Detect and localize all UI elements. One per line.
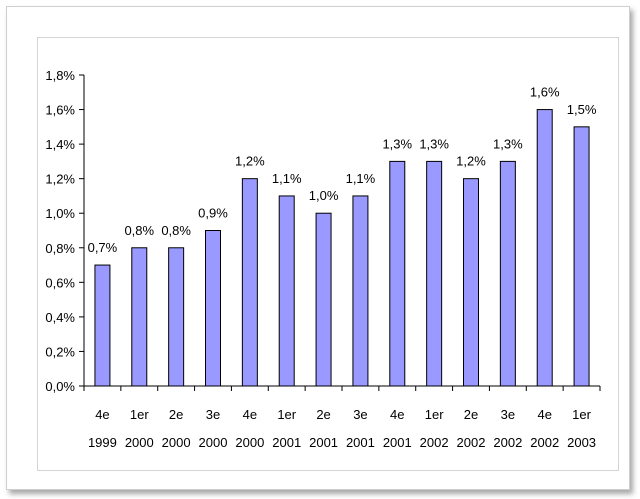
y-tick-label: 0,8% — [45, 241, 75, 256]
bar — [241, 178, 258, 387]
x-category-label-year: 2001 — [346, 435, 375, 450]
x-category-label-quarter: 1er — [277, 407, 296, 422]
bar — [278, 195, 295, 387]
x-category-label-year: 2001 — [309, 435, 338, 450]
chart-frame — [6, 6, 630, 490]
x-category-label-year: 2001 — [272, 435, 301, 450]
bar — [463, 178, 479, 387]
data-label: 0,7% — [88, 240, 118, 255]
bar — [94, 264, 111, 387]
bar — [389, 160, 406, 387]
x-category-label-quarter: 1er — [425, 407, 444, 422]
x-category-label-quarter: 4e — [95, 407, 109, 422]
data-label: 1,1% — [272, 171, 302, 186]
x-category-label-year: 2001 — [383, 435, 412, 450]
bar — [352, 195, 369, 387]
bar — [168, 247, 185, 387]
x-category-label-year: 2000 — [125, 435, 154, 450]
bar — [205, 230, 221, 387]
data-label: 0,8% — [161, 223, 191, 238]
x-category-label-quarter: 3e — [501, 407, 515, 422]
y-tick-label: 0,0% — [45, 379, 75, 394]
bar — [573, 126, 590, 387]
x-category-label-quarter: 4e — [243, 407, 257, 422]
x-category-label-year: 2003 — [567, 435, 596, 450]
data-label: 1,2% — [235, 154, 265, 169]
data-label: 0,9% — [198, 206, 228, 221]
y-tick-label: 0,6% — [45, 275, 75, 290]
data-label: 1,6% — [530, 85, 560, 100]
bar — [499, 160, 516, 387]
x-category-label-year: 2000 — [235, 435, 264, 450]
x-category-label-quarter: 2e — [316, 407, 330, 422]
x-category-label-year: 2002 — [420, 435, 449, 450]
x-category-label-year: 2000 — [199, 435, 228, 450]
y-tick-label: 1,8% — [45, 68, 75, 83]
data-label: 1,2% — [456, 154, 486, 169]
x-category-label-year: 2002 — [530, 435, 559, 450]
x-category-label-year: 2002 — [457, 435, 486, 450]
data-label: 1,1% — [346, 171, 376, 186]
bar — [426, 160, 443, 387]
y-tick-label: 1,2% — [45, 172, 75, 187]
data-label: 1,3% — [419, 136, 449, 151]
data-label: 1,3% — [493, 136, 523, 151]
y-tick-label: 0,2% — [45, 344, 75, 359]
data-label: 1,0% — [309, 188, 339, 203]
bar — [536, 109, 553, 387]
x-category-label-quarter: 3e — [206, 407, 220, 422]
x-category-label-year: 2000 — [162, 435, 191, 450]
y-tick-label: 0,4% — [45, 310, 75, 325]
x-category-label-quarter: 2e — [169, 407, 183, 422]
x-category-label-year: 1999 — [88, 435, 117, 450]
y-tick-label: 1,6% — [45, 103, 75, 118]
y-tick-label: 1,4% — [45, 137, 75, 152]
x-category-label-quarter: 2e — [464, 407, 478, 422]
bar — [315, 212, 332, 387]
bar — [131, 247, 148, 387]
x-category-label-quarter: 1er — [130, 407, 149, 422]
x-category-label-quarter: 4e — [390, 407, 404, 422]
data-label: 0,8% — [124, 223, 154, 238]
data-label: 1,3% — [382, 136, 412, 151]
y-tick-label: 1,0% — [45, 206, 75, 221]
x-category-label-quarter: 1er — [572, 407, 591, 422]
x-category-label-quarter: 3e — [353, 407, 367, 422]
x-category-label-year: 2002 — [493, 435, 522, 450]
x-category-label-quarter: 4e — [537, 407, 551, 422]
data-label: 1,5% — [567, 102, 597, 117]
